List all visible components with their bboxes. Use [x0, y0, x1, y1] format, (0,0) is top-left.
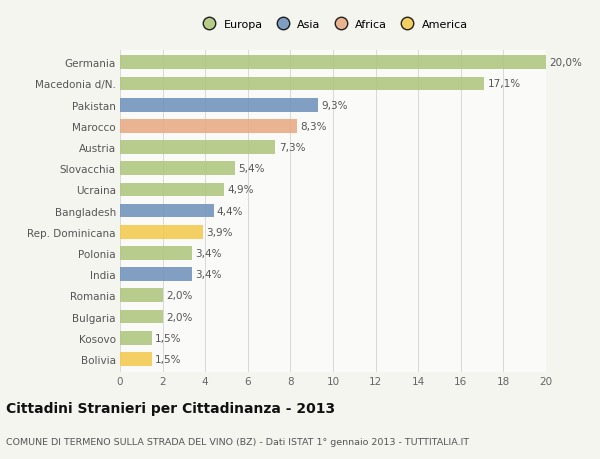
Bar [120, 183, 224, 197]
Bar [120, 225, 203, 239]
Bar [120, 204, 214, 218]
Text: 2,0%: 2,0% [166, 291, 192, 301]
Text: 3,4%: 3,4% [196, 248, 222, 258]
Text: 8,3%: 8,3% [300, 122, 326, 132]
Text: 3,9%: 3,9% [206, 227, 233, 237]
Text: 9,3%: 9,3% [321, 101, 348, 111]
Bar [120, 289, 163, 302]
Text: 7,3%: 7,3% [278, 143, 305, 153]
Text: COMUNE DI TERMENO SULLA STRADA DEL VINO (BZ) - Dati ISTAT 1° gennaio 2013 - TUTT: COMUNE DI TERMENO SULLA STRADA DEL VINO … [6, 437, 469, 446]
Bar [120, 162, 235, 176]
Text: 2,0%: 2,0% [166, 312, 192, 322]
Text: 17,1%: 17,1% [487, 79, 521, 90]
Text: 3,4%: 3,4% [196, 269, 222, 280]
Text: 1,5%: 1,5% [155, 333, 182, 343]
Bar [120, 120, 297, 134]
Text: 4,9%: 4,9% [227, 185, 254, 195]
Legend: Europa, Asia, Africa, America: Europa, Asia, Africa, America [196, 17, 470, 32]
Text: 5,4%: 5,4% [238, 164, 265, 174]
Bar [120, 246, 193, 260]
Bar [120, 352, 152, 366]
Text: 1,5%: 1,5% [155, 354, 182, 364]
Bar [120, 56, 546, 70]
Text: Cittadini Stranieri per Cittadinanza - 2013: Cittadini Stranieri per Cittadinanza - 2… [6, 402, 335, 415]
Bar [120, 268, 193, 281]
Bar [120, 99, 318, 112]
Bar [120, 78, 484, 91]
Text: 4,4%: 4,4% [217, 206, 244, 216]
Bar [120, 141, 275, 155]
Bar [120, 331, 152, 345]
Bar [120, 310, 163, 324]
Text: 20,0%: 20,0% [549, 58, 582, 68]
